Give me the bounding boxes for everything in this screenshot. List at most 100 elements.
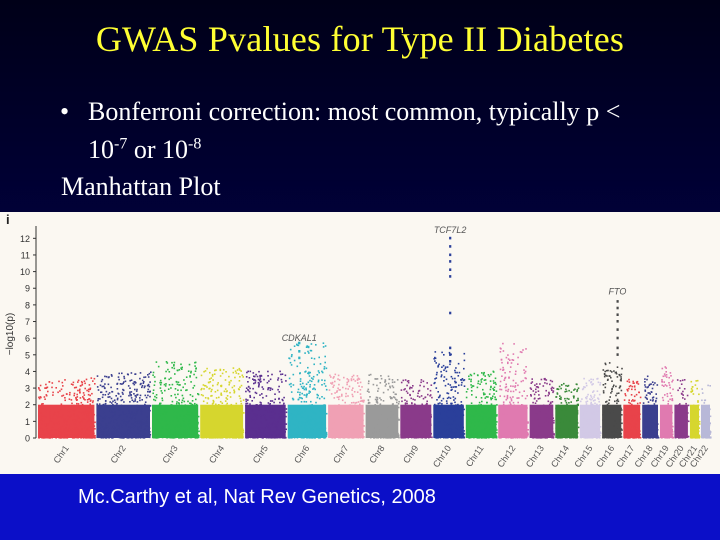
snp-point: [196, 434, 198, 437]
snp-point: [460, 436, 462, 439]
snp-point: [591, 403, 594, 406]
snp-point: [71, 435, 73, 438]
snp-point: [577, 399, 579, 401]
snp-point: [183, 379, 185, 381]
snp-point: [114, 419, 117, 421]
snp-point: [304, 425, 307, 427]
snp-point: [119, 408, 121, 411]
snp-point: [161, 436, 164, 439]
snp-point: [119, 435, 122, 437]
snp-point: [157, 419, 160, 422]
snp-point: [305, 370, 307, 373]
snp-point: [164, 416, 167, 418]
snp-point: [173, 367, 176, 370]
snp-point: [213, 431, 216, 433]
snp-point: [253, 429, 255, 432]
snp-point: [195, 430, 197, 432]
snp-point: [553, 422, 555, 424]
snp-point: [220, 436, 223, 439]
snp-point: [160, 413, 163, 416]
snp-point: [387, 429, 389, 432]
snp-point: [80, 421, 83, 423]
snp-point: [242, 431, 245, 434]
snp-point: [533, 435, 535, 438]
snp-point: [139, 433, 141, 435]
snp-point: [616, 402, 618, 405]
snp-point: [517, 419, 519, 422]
snp-point: [259, 381, 262, 383]
snp-point: [409, 431, 411, 434]
snp-point: [145, 425, 147, 427]
snp-point: [253, 412, 255, 415]
snp-point: [41, 430, 44, 433]
snp-point: [570, 411, 573, 414]
snp-point: [308, 436, 311, 438]
snp-point: [517, 363, 519, 365]
snp-point: [58, 421, 60, 424]
snp-point: [84, 399, 86, 401]
snp-point: [357, 377, 360, 380]
snp-point: [237, 416, 240, 419]
snp-point: [423, 418, 426, 421]
snp-point: [621, 422, 623, 425]
snp-point: [350, 402, 353, 404]
snp-point: [349, 428, 351, 430]
snp-point: [58, 436, 60, 439]
snp-point: [391, 381, 394, 384]
snp-point: [453, 414, 456, 417]
snp-point: [79, 397, 82, 399]
snp-point: [543, 424, 546, 427]
snp-point: [167, 428, 170, 431]
snp-point: [510, 399, 513, 402]
snp-point: [78, 389, 81, 392]
snp-point: [249, 396, 252, 398]
snp-point: [529, 436, 532, 438]
snp-point: [200, 388, 202, 391]
snp-point: [264, 409, 267, 411]
snp-point: [230, 430, 233, 433]
snp-point: [415, 426, 418, 429]
snp-point: [372, 405, 374, 407]
snp-point: [412, 385, 414, 387]
snp-point: [91, 421, 94, 423]
snp-point: [492, 370, 495, 373]
snp-point: [613, 370, 615, 372]
snp-point: [599, 426, 602, 428]
snp-point: [604, 383, 607, 385]
snp-point: [324, 355, 326, 358]
snp-point: [40, 396, 42, 399]
snp-point: [449, 428, 452, 431]
snp-point: [522, 418, 524, 420]
snp-point: [332, 434, 335, 437]
snp-point: [324, 379, 326, 382]
snp-point: [462, 379, 465, 382]
snp-point: [338, 383, 340, 386]
snp-point: [410, 435, 412, 438]
snp-point: [296, 431, 298, 434]
snp-point: [345, 420, 347, 423]
snp-point: [590, 378, 592, 381]
snp-point: [257, 408, 260, 411]
snp-point: [485, 426, 488, 429]
snp-point: [115, 428, 117, 431]
snp-point: [242, 399, 245, 401]
snp-point: [488, 430, 490, 432]
snp-point: [288, 377, 291, 380]
snp-point: [470, 436, 473, 439]
snp-point: [174, 393, 176, 396]
snp-point: [88, 435, 90, 438]
snp-point: [310, 357, 313, 359]
snp-point: [88, 420, 90, 422]
snp-point: [268, 380, 270, 382]
snp-point: [565, 384, 567, 387]
snp-point: [444, 429, 446, 432]
snp-point: [518, 415, 521, 418]
snp-point: [330, 393, 333, 395]
snp-point: [615, 371, 617, 374]
snp-point: [128, 437, 130, 439]
snp-point: [272, 433, 275, 436]
snp-point: [221, 402, 224, 404]
snp-point: [309, 349, 312, 352]
snp-point: [403, 408, 406, 410]
snp-point: [245, 398, 247, 401]
